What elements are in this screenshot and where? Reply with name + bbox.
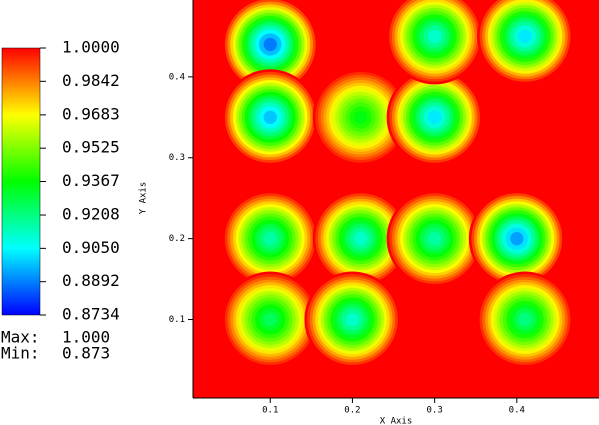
colorbar-label: 1.0000 xyxy=(62,38,120,57)
blob xyxy=(312,190,409,287)
field xyxy=(222,0,574,368)
contour-ring xyxy=(427,110,442,124)
contour-ring xyxy=(263,37,277,52)
blob xyxy=(222,69,319,166)
y-tick-label: 0.2 xyxy=(169,234,185,244)
blob xyxy=(222,271,319,368)
colorbar-label: 0.8892 xyxy=(62,271,120,290)
contour-ring xyxy=(518,312,532,327)
blob xyxy=(386,69,483,166)
min-label: Min: xyxy=(1,344,40,363)
max-label: Max: xyxy=(1,328,40,347)
colorbar-label: 0.9367 xyxy=(62,171,120,190)
colorbar xyxy=(1,47,41,316)
max-value: 1.000 xyxy=(62,328,110,347)
blob xyxy=(222,0,319,93)
y-tick-label: 0.1 xyxy=(169,315,185,325)
blob xyxy=(468,190,565,287)
blob xyxy=(386,190,483,287)
colorbar-label: 0.9683 xyxy=(62,104,120,123)
x-tick-label: 0.2 xyxy=(344,406,360,416)
blob xyxy=(312,69,409,166)
contour-ring xyxy=(354,110,368,124)
y-tick-label: 0.3 xyxy=(169,153,185,163)
blob xyxy=(477,271,574,368)
blob xyxy=(386,0,483,85)
x-tick-label: 0.1 xyxy=(262,406,278,416)
colorbar-label: 0.9525 xyxy=(62,138,120,157)
contour-ring xyxy=(510,232,524,246)
contour-ring xyxy=(427,232,442,246)
contour-ring xyxy=(354,232,368,246)
contour-ring xyxy=(263,110,277,124)
min-value: 0.873 xyxy=(62,344,110,363)
blob xyxy=(304,271,401,368)
colorbar-label: 0.9208 xyxy=(62,205,120,224)
blob xyxy=(477,0,574,85)
y-tick-label: 0.4 xyxy=(169,72,185,82)
contour-ring xyxy=(263,232,277,246)
contour-ring xyxy=(263,312,277,327)
colorbar-label: 0.9842 xyxy=(62,71,120,90)
y-axis-label: Y Axis xyxy=(139,182,149,215)
contour-ring xyxy=(427,29,442,44)
colorbar-label: 0.9050 xyxy=(62,238,120,257)
x-tick-label: 0.4 xyxy=(509,406,525,416)
contour-ring xyxy=(518,29,532,44)
contour-ring xyxy=(345,312,360,327)
blob xyxy=(222,190,319,287)
colorbar-label: 0.8734 xyxy=(62,305,120,324)
x-axis-label: X Axis xyxy=(380,417,413,425)
x-tick-label: 0.3 xyxy=(426,406,442,416)
